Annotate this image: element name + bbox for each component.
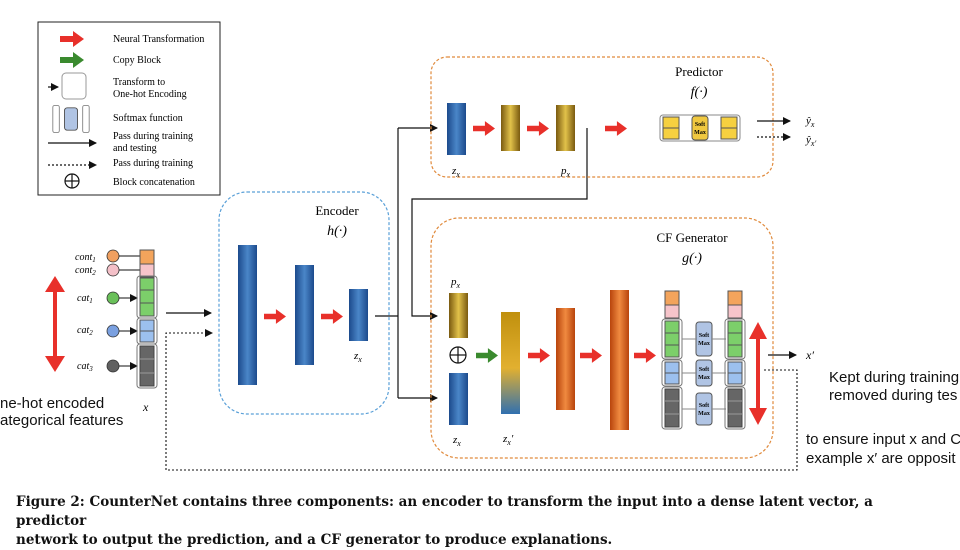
onehot-note-line-1: ne-hot encoded: [0, 395, 105, 412]
caption-line-1: Figure 2: CounterNet contains three comp…: [16, 494, 873, 529]
predictor-input-zx: [447, 103, 466, 155]
feature-label-cat3: cat3: [77, 361, 93, 373]
softmax-icon: [52, 105, 90, 133]
cf-output-vector-x-prime: [724, 290, 746, 430]
cf-transform-arrow-1: [528, 348, 550, 363]
input-vector-x: [136, 249, 158, 389]
predictor-softmax-label-b: Max: [694, 130, 706, 136]
input-x-label: x: [142, 400, 149, 414]
feature-label-cont2: cont2: [75, 265, 96, 277]
cat2-node: [106, 324, 120, 338]
cf-zx-prime-block: [501, 312, 520, 414]
predictor-transform-arrow-1: [473, 121, 495, 136]
cf-double-arrow-icon: [749, 322, 767, 425]
predictor-transform-arrow-2: [527, 121, 549, 136]
kept-note-line-1: Kept during training: [829, 369, 960, 386]
predictor-box: [430, 56, 774, 178]
legend-pass-train-label: Pass during training: [113, 158, 193, 169]
onehot-double-arrow-icon: [45, 276, 65, 372]
legend-concat-label: Block concatenation: [113, 177, 195, 188]
cont1-node: [106, 249, 120, 263]
cf-px-block: [449, 293, 468, 338]
encoder-transform-arrow-1: [264, 309, 286, 324]
encoder-zx-label: zx: [353, 350, 362, 364]
encoder-layer-2: [295, 265, 314, 365]
cf-generator-title: CF Generator: [656, 230, 728, 245]
legend-softmax-label: Softmax function: [113, 113, 183, 124]
cf-softmax-1-label-b: Max: [698, 341, 710, 347]
x-prime-label: x′: [805, 348, 814, 362]
predictor-px: [556, 105, 575, 151]
cf-generator-box: [430, 217, 774, 459]
legend: Neural Transformation Copy Block Transfo…: [37, 21, 221, 196]
legend-onehot-label-2: One-hot Encoding: [113, 89, 187, 100]
cf-softmax-3-label-a: Soft: [699, 403, 709, 409]
cont2-node: [106, 263, 120, 277]
training-feedback-loop: [165, 329, 798, 471]
predictor-px-label: px: [560, 165, 571, 179]
cf-generator-function: g(·): [682, 251, 702, 266]
predictor-section: Predictor f(·) zx px Soft Max ŷx ŷx′: [430, 56, 816, 179]
yhat-cf-label: ŷx′: [805, 134, 816, 148]
cf-pre-softmax-vector: [661, 290, 683, 430]
onehot-block-icon: [61, 72, 87, 100]
feature-label-cat2: cat2: [77, 325, 93, 337]
legend-neural-label: Neural Transformation: [113, 34, 204, 45]
cat3-node: [106, 359, 120, 373]
predictor-softmax-label-a: Soft: [695, 122, 705, 128]
yhat-label: ŷx: [805, 115, 815, 129]
encoder-latent-zx: [349, 289, 368, 341]
copy-block-arrow: [476, 348, 498, 363]
legend-onehot-label-1: Transform to: [113, 77, 165, 88]
caption-line-2: network to output the prediction, and a …: [16, 532, 613, 548]
cf-transform-arrow-3: [634, 348, 656, 363]
input-section: cont1 cont2 cat1 cat2 cat3: [45, 249, 158, 414]
concat-icon: [449, 346, 467, 364]
cf-layer-1: [556, 308, 575, 410]
legend-copy-label: Copy Block: [113, 55, 161, 66]
cf-layer-2: [610, 290, 629, 430]
predictor-zx-label: zx: [451, 165, 460, 179]
cf-softmax-3-label-b: Max: [698, 411, 710, 417]
cf-zx-block: [449, 373, 468, 425]
cat1-node: [106, 291, 120, 305]
predictor-output-arrow: [605, 121, 627, 136]
feature-label-cont1: cont1: [75, 252, 96, 264]
cf-transform-arrow-2: [580, 348, 602, 363]
cf-px-label: px: [450, 276, 461, 290]
predictor-title: Predictor: [675, 64, 723, 79]
cf-zx-label: zx: [452, 434, 461, 448]
cf-softmax-2-label-a: Soft: [699, 367, 709, 373]
ensure-note-line-2: example x′ are opposit: [806, 450, 956, 467]
predictor-layer-1: [501, 105, 520, 151]
encoder-output-connectors: [375, 124, 588, 402]
encoder-layer-1: [238, 245, 257, 385]
kept-note-line-2: removed during tes: [829, 387, 958, 404]
predictor-softmax-block: Soft Max: [659, 114, 741, 142]
encoder-title: Encoder: [315, 203, 359, 218]
feature-label-cat1: cat1: [77, 293, 93, 305]
onehot-note-line-2: ategorical features: [0, 412, 124, 429]
ensure-note-line-1: to ensure input x and C: [806, 431, 960, 448]
cf-zx-prime-label: zx′: [502, 433, 514, 447]
legend-pass-label-1: Pass during training: [113, 131, 193, 142]
cf-softmax-2-label-b: Max: [698, 375, 710, 381]
cf-softmax-1-label-a: Soft: [699, 333, 709, 339]
cf-generator-section: CF Generator g(·) px zx zx′: [430, 217, 774, 459]
encoder-section: Encoder h(·) zx: [218, 191, 390, 415]
predictor-function: f(·): [691, 85, 708, 100]
encoder-transform-arrow-2: [321, 309, 343, 324]
cf-softmax-blocks: Soft Max Soft Max Soft Max: [682, 321, 726, 426]
encoder-box: [218, 191, 390, 415]
legend-pass-label-2: and testing: [113, 143, 157, 154]
encoder-function: h(·): [327, 224, 347, 239]
figure-caption: Figure 2: CounterNet contains three comp…: [16, 493, 946, 550]
